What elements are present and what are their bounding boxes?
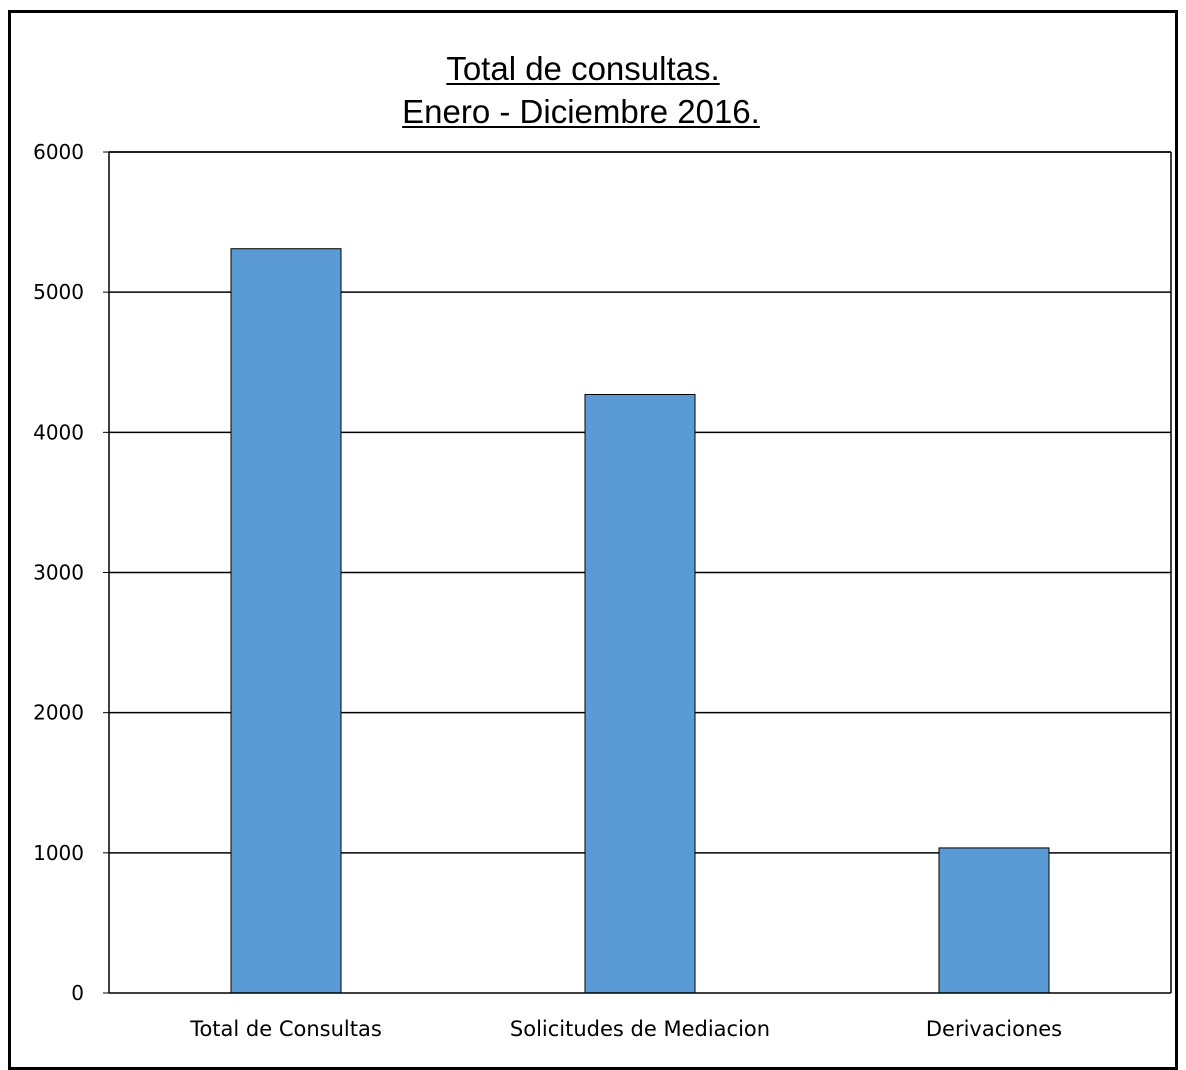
chart-title: Total de consultas.	[446, 50, 719, 87]
y-tick-label-2000: 2000	[33, 701, 84, 725]
x-tick-label-1: Solicitudes de Mediacion	[510, 1017, 770, 1041]
y-tick-label-6000: 6000	[33, 140, 84, 164]
x-tick-label-2: Derivaciones	[926, 1017, 1062, 1041]
chart-subtitle: Enero - Diciembre 2016.	[402, 93, 760, 130]
bar-2	[938, 847, 1050, 994]
y-tick-label-3000: 3000	[33, 561, 84, 585]
bar-1	[584, 393, 696, 994]
x-tick-label-0: Total de Consultas	[189, 1017, 382, 1041]
y-tick-label-1000: 1000	[33, 841, 84, 865]
y-tick-label-5000: 5000	[33, 280, 84, 304]
y-tick-label-4000: 4000	[33, 420, 84, 444]
bar-0	[230, 248, 342, 994]
y-tick-label-0: 0	[71, 981, 84, 1005]
plot-area: 0 1000 2000 3000 4000 5000 6000 Total de Consul…	[33, 140, 1172, 1041]
